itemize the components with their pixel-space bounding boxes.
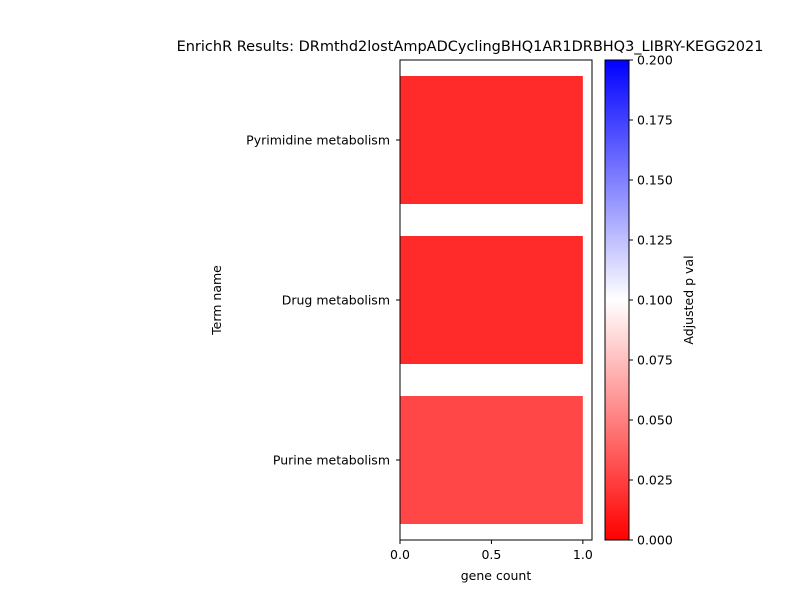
y-tick-label: Pyrimidine metabolism — [246, 133, 390, 148]
x-tick-label: 0.5 — [481, 547, 501, 562]
x-axis-label: gene count — [461, 568, 532, 583]
y-axis-label: Term name — [209, 265, 224, 336]
colorbar-label: Adjusted p val — [681, 255, 696, 344]
colorbar-tick-label: 0.125 — [637, 233, 673, 248]
colorbar-tick-label: 0.175 — [637, 113, 673, 128]
y-tick-label: Purine metabolism — [273, 453, 390, 468]
plot-area: Pyrimidine metabolism Drug metabolism Puri… — [246, 59, 593, 562]
plot-frame — [399, 59, 593, 541]
y-tick-label: Drug metabolism — [282, 293, 390, 308]
colorbar-tick-label: 0.150 — [637, 173, 673, 188]
x-tick-label: 1.0 — [573, 547, 593, 562]
bar — [400, 236, 583, 364]
colorbar-tick-label: 0.000 — [637, 533, 673, 548]
colorbar-tick-label: 0.200 — [637, 53, 673, 68]
bar — [400, 76, 583, 204]
colorbar-gradient — [604, 59, 630, 541]
colorbar-tick-label: 0.100 — [637, 293, 673, 308]
x-tick-label: 0.0 — [390, 547, 410, 562]
colorbar-tick-label: 0.025 — [637, 473, 673, 488]
colorbar-tick-label: 0.050 — [637, 413, 673, 428]
chart-title: EnrichR Results: DRmthd2lostAmpADCycling… — [177, 39, 764, 55]
colorbar: 0.000 0.025 0.050 0.075 0.100 0.125 0.150 0.175… — [604, 53, 673, 548]
colorbar-tick-label: 0.075 — [637, 353, 673, 368]
bar — [400, 396, 583, 524]
